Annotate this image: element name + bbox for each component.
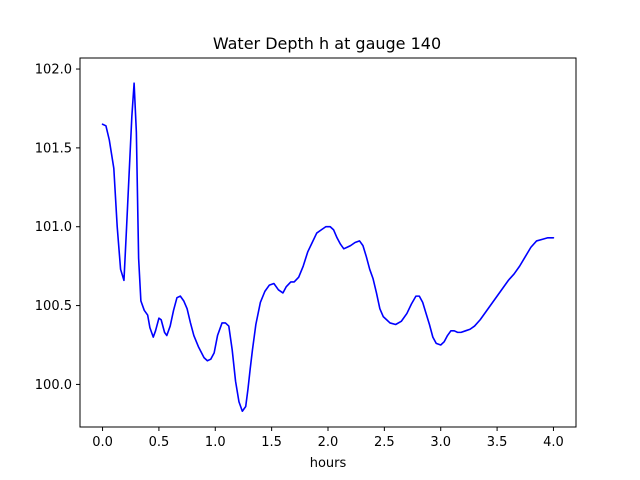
x-tick-label: 2.5 — [374, 435, 395, 450]
y-tick-label: 101.0 — [35, 220, 72, 235]
x-tick-label: 3.5 — [487, 435, 508, 450]
plot-frame — [79, 57, 577, 428]
series-line-0 — [101, 82, 555, 413]
x-tick-label: 0.5 — [149, 435, 170, 450]
y-tick-label: 101.5 — [35, 141, 72, 156]
x-tick-label: 3.0 — [430, 435, 451, 450]
y-axis: 100.0 100.5 101.0 101.5 102.0 — [35, 63, 80, 393]
x-tick-label: 0.0 — [92, 435, 113, 450]
y-tick-label: 100.0 — [35, 378, 72, 393]
plot-area — [101, 82, 555, 413]
x-tick-label: 2.0 — [318, 435, 339, 450]
x-axis: 0.0 0.5 1.0 1.5 2.0 2.5 3.0 3.5 4.0 — [92, 427, 564, 450]
x-tick-label: 1.0 — [205, 435, 226, 450]
x-tick-label: 1.5 — [261, 435, 282, 450]
x-axis-label: hours — [310, 456, 347, 471]
y-tick-label: 102.0 — [35, 63, 72, 78]
y-tick-label: 100.5 — [35, 299, 72, 314]
chart-title: Water Depth h at gauge 140 — [213, 34, 441, 53]
x-tick-label: 4.0 — [543, 435, 564, 450]
